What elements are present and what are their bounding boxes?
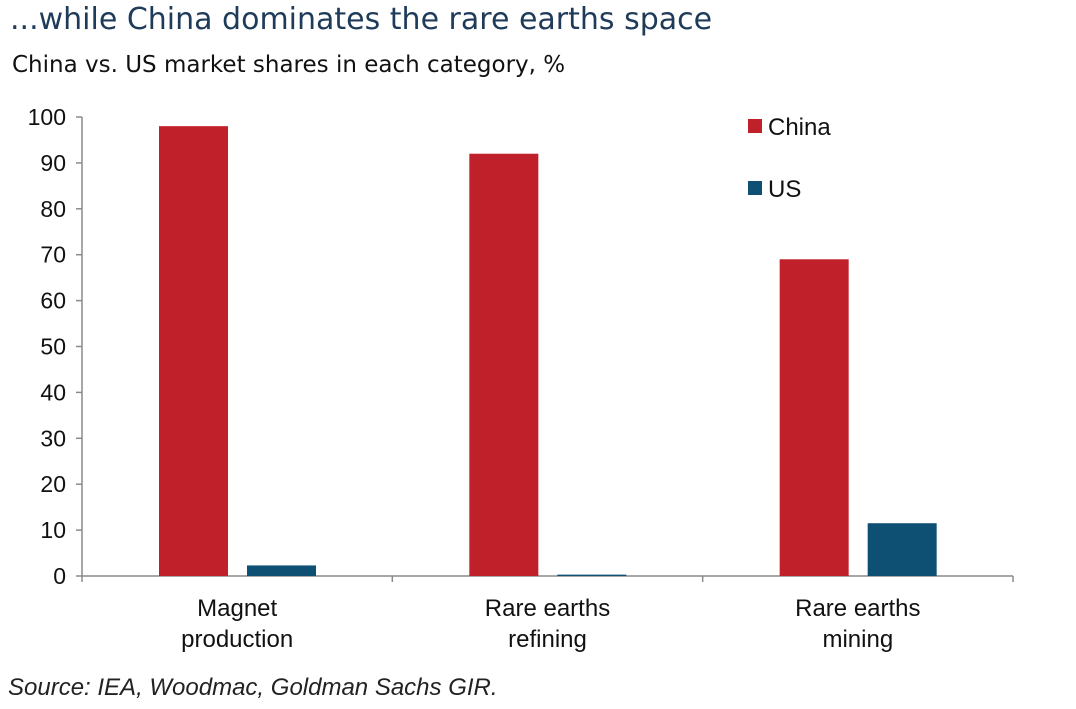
legend-swatch-china <box>748 119 762 133</box>
x-category-label: refining <box>508 626 587 653</box>
y-tick-label: 70 <box>40 242 66 268</box>
y-tick-label: 100 <box>28 104 66 130</box>
y-tick-label: 30 <box>40 425 66 451</box>
y-tick-label: 0 <box>53 563 66 589</box>
bar-us-3 <box>867 523 937 576</box>
x-category-label: Rare earths <box>795 595 920 622</box>
chart-title: ...while China dominates the rare earths… <box>10 2 713 37</box>
axis-labels: 0 10 20 30 40 50 60 70 80 90 100 Magnet production Ra… <box>28 104 921 653</box>
x-category-label: Magnet <box>197 595 277 622</box>
y-tick-label: 40 <box>40 379 66 405</box>
bar-china-1 <box>159 126 228 577</box>
x-category-label: production <box>181 626 293 653</box>
y-tick-label: 10 <box>40 517 66 543</box>
bar-china-2 <box>469 153 539 576</box>
legend-swatch-us <box>748 181 762 195</box>
legend-label-china: China <box>768 114 831 141</box>
x-category-label: Rare earths <box>485 595 610 622</box>
y-tick-label: 20 <box>40 471 66 497</box>
bars <box>159 126 937 577</box>
y-tick-label: 50 <box>40 334 66 360</box>
y-tick-label: 60 <box>40 288 66 314</box>
legend-label-us: US <box>768 176 801 203</box>
source-note: Source: IEA, Woodmac, Goldman Sachs GIR. <box>8 674 498 701</box>
bar-china-3 <box>779 259 849 576</box>
bar-us-1 <box>247 565 316 576</box>
legend: China US <box>748 114 831 203</box>
bar-us-2 <box>557 574 627 576</box>
y-tick-label: 80 <box>40 196 66 222</box>
chart-subtitle: China vs. US market shares in each categ… <box>12 52 566 78</box>
axes <box>76 116 1014 582</box>
y-tick-label: 90 <box>40 150 66 176</box>
x-category-label: mining <box>822 626 893 653</box>
